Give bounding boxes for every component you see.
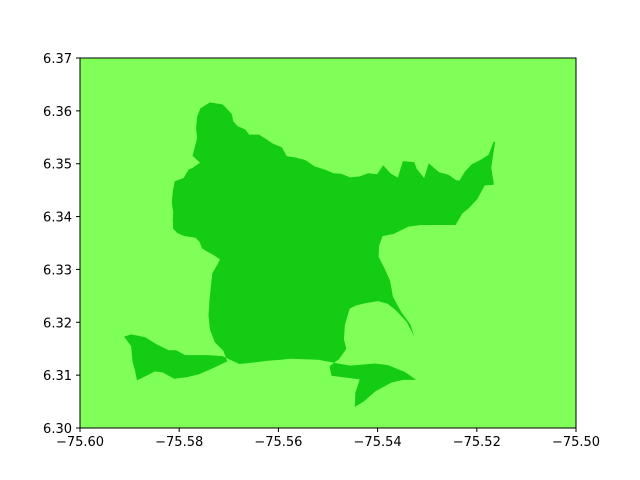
y-tick-label: 6.34 [43,211,72,226]
y-tick-label: 6.30 [43,422,72,437]
y-tick-label: 6.36 [43,105,72,120]
y-tick-label: 6.32 [43,316,72,331]
y-tick-label: 6.37 [43,52,72,67]
x-tick-label: −75.60 [56,435,104,450]
x-axis: −75.60 −75.58 −75.56 −75.54 −75.52 −75.50 [56,428,600,450]
y-tick-label: 6.31 [43,369,72,384]
x-tick-label: −75.56 [254,435,302,450]
x-tick-label: −75.52 [453,435,501,450]
municipality-region [124,102,496,407]
x-tick-label: −75.50 [552,435,600,450]
y-axis: 6.30 6.31 6.32 6.33 6.34 6.35 6.36 6.37 [43,52,80,437]
x-tick-label: −75.58 [155,435,203,450]
y-tick-label: 6.35 [43,158,72,173]
y-tick-label: 6.33 [43,263,72,278]
plot-area [79,57,577,429]
x-tick-label: −75.54 [354,435,402,450]
axes-frame [79,57,577,429]
